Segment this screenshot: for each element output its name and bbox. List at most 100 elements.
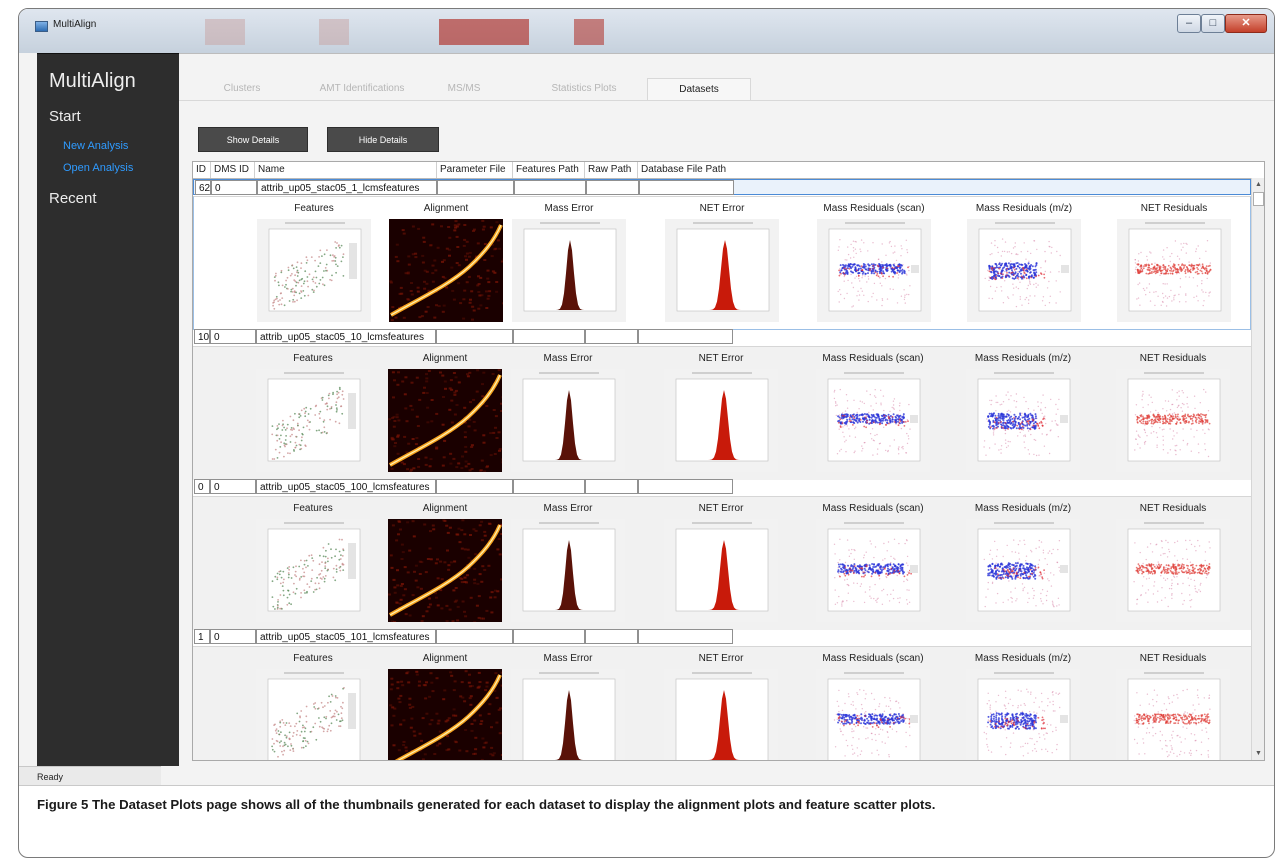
dataset-row[interactable]: 1 0 attrib_up05_stac05_101_lcmsfeatures [193, 629, 1251, 645]
mass-residuals-mz-plot-thumbnail[interactable] [967, 219, 1081, 322]
minimize-button[interactable]: – [1177, 14, 1201, 33]
alignment-plot-thumbnail[interactable] [388, 519, 502, 622]
column-header-features-path[interactable]: Features Path [513, 162, 585, 178]
features-plot-thumbnail[interactable] [256, 369, 370, 472]
column-header-name[interactable]: Name [255, 162, 437, 178]
net-error-plot-thumbnail[interactable] [664, 669, 778, 760]
plot-title: NET Error [698, 503, 744, 514]
dataset-row[interactable]: 10 0 attrib_up05_stac05_10_lcmsfeatures [193, 329, 1251, 345]
mass-residuals-scan-plot-thumbnail[interactable] [816, 669, 930, 760]
plot-title: Mass Error [543, 653, 593, 664]
open-analysis-link[interactable]: Open Analysis [63, 162, 134, 174]
net-error-plot-thumbnail[interactable] [664, 519, 778, 622]
mass-residuals-mz-plot-thumbnail[interactable] [966, 369, 1080, 472]
plot-title: Mass Residuals (scan) [822, 653, 924, 664]
mass-error-plot-thumbnail[interactable] [511, 369, 625, 472]
title-bar[interactable]: MultiAlign – □ ✕ [19, 9, 1274, 53]
dataset-row[interactable]: 0 0 attrib_up05_stac05_100_lcmsfeatures [193, 479, 1251, 495]
close-button[interactable]: ✕ [1225, 14, 1267, 33]
cell-dms-id[interactable]: 0 [210, 629, 256, 644]
cell-parameter-file[interactable] [436, 479, 513, 494]
scroll-down-arrow-icon[interactable]: ▼ [1255, 750, 1262, 757]
plot-title: Mass Residuals (m/z) [974, 503, 1072, 514]
tab-datasets[interactable]: Datasets [647, 78, 751, 100]
features-plot-thumbnail[interactable] [257, 219, 371, 322]
dataset-details-panel: Features Alignment Mass Error NET Error Mass… [193, 346, 1251, 480]
dataset-details-panel: Features Alignment Mass Error NET Error Mass… [193, 196, 1251, 330]
mass-residuals-mz-plot-thumbnail[interactable] [966, 519, 1080, 622]
cell-id[interactable]: 10 [194, 329, 210, 344]
cell-parameter-file[interactable] [437, 180, 514, 195]
app-brand: MultiAlign [49, 70, 136, 92]
net-residuals-plot-thumbnail[interactable] [1116, 369, 1230, 472]
net-error-plot-thumbnail[interactable] [665, 219, 779, 322]
mass-error-plot-thumbnail[interactable] [512, 219, 626, 322]
tab-amt-identifications[interactable]: AMT Identifications [319, 83, 405, 94]
cell-database-file-path[interactable] [639, 180, 734, 195]
tab-msms[interactable]: MS/MS [447, 83, 481, 94]
cell-name[interactable]: attrib_up05_stac05_101_lcmsfeatures [256, 629, 436, 644]
dataset-row[interactable]: 62 0 attrib_up05_stac05_1_lcmsfeatures [193, 179, 1251, 195]
cell-features-path[interactable] [513, 479, 585, 494]
plot-title: NET Error [698, 353, 744, 364]
cell-parameter-file[interactable] [436, 329, 513, 344]
cell-name[interactable]: attrib_up05_stac05_10_lcmsfeatures [256, 329, 436, 344]
show-details-button[interactable]: Show Details [198, 127, 308, 152]
cell-raw-path[interactable] [585, 479, 638, 494]
column-header-raw-path[interactable]: Raw Path [585, 162, 638, 178]
alignment-plot-thumbnail[interactable] [388, 669, 502, 760]
plot-title: NET Error [699, 203, 745, 214]
mass-residuals-scan-plot-thumbnail[interactable] [816, 519, 930, 622]
cell-dms-id[interactable]: 0 [210, 329, 256, 344]
cell-id[interactable]: 1 [194, 629, 210, 644]
cell-dms-id[interactable]: 0 [211, 180, 257, 195]
cell-raw-path[interactable] [585, 329, 638, 344]
alignment-plot-thumbnail[interactable] [389, 219, 503, 322]
mass-residuals-scan-plot-thumbnail[interactable] [817, 219, 931, 322]
caption-text: The Dataset Plots page shows all of the … [88, 797, 936, 812]
maximize-button[interactable]: □ [1201, 14, 1225, 33]
vertical-scrollbar[interactable]: ▲ ▼ [1251, 178, 1264, 760]
column-header-parameter-file[interactable]: Parameter File [437, 162, 513, 178]
column-header-dms-id[interactable]: DMS ID [211, 162, 255, 178]
cell-dms-id[interactable]: 0 [210, 479, 256, 494]
plot-title: Mass Residuals (m/z) [974, 653, 1072, 664]
cell-parameter-file[interactable] [436, 629, 513, 644]
cell-features-path[interactable] [514, 180, 586, 195]
cell-features-path[interactable] [513, 329, 585, 344]
column-header-id[interactable]: ID [193, 162, 211, 178]
features-plot-thumbnail[interactable] [256, 519, 370, 622]
new-analysis-link[interactable]: New Analysis [63, 140, 129, 152]
alignment-plot-thumbnail[interactable] [388, 369, 502, 472]
cell-raw-path[interactable] [586, 180, 639, 195]
mass-error-plot-thumbnail[interactable] [511, 669, 625, 760]
mass-residuals-mz-plot-thumbnail[interactable] [966, 669, 1080, 760]
titlebar-decoration [205, 19, 245, 45]
cell-database-file-path[interactable] [638, 329, 733, 344]
cell-id[interactable]: 62 [195, 180, 211, 195]
cell-database-file-path[interactable] [638, 479, 733, 494]
plot-title: Features [293, 353, 333, 364]
sidebar-heading-start: Start [49, 108, 81, 125]
net-residuals-plot-thumbnail[interactable] [1116, 669, 1230, 760]
features-plot-thumbnail[interactable] [256, 669, 370, 760]
mass-error-plot-thumbnail[interactable] [511, 519, 625, 622]
plot-title: Features [293, 503, 333, 514]
tab-statistics-plots[interactable]: Statistics Plots [551, 83, 617, 94]
cell-name[interactable]: attrib_up05_stac05_100_lcmsfeatures [256, 479, 436, 494]
net-error-plot-thumbnail[interactable] [664, 369, 778, 472]
column-header-database-file-path[interactable]: Database File Path [638, 162, 734, 178]
cell-raw-path[interactable] [585, 629, 638, 644]
scroll-thumb[interactable] [1253, 192, 1264, 206]
mass-residuals-scan-plot-thumbnail[interactable] [816, 369, 930, 472]
net-residuals-plot-thumbnail[interactable] [1116, 519, 1230, 622]
net-residuals-plot-thumbnail[interactable] [1117, 219, 1231, 322]
hide-details-button[interactable]: Hide Details [327, 127, 439, 152]
cell-name[interactable]: attrib_up05_stac05_1_lcmsfeatures [257, 180, 437, 195]
scroll-up-arrow-icon[interactable]: ▲ [1255, 181, 1262, 188]
cell-features-path[interactable] [513, 629, 585, 644]
cell-id[interactable]: 0 [194, 479, 210, 494]
plot-title: Mass Residuals (scan) [822, 353, 924, 364]
cell-database-file-path[interactable] [638, 629, 733, 644]
tab-clusters[interactable]: Clusters [223, 83, 261, 94]
